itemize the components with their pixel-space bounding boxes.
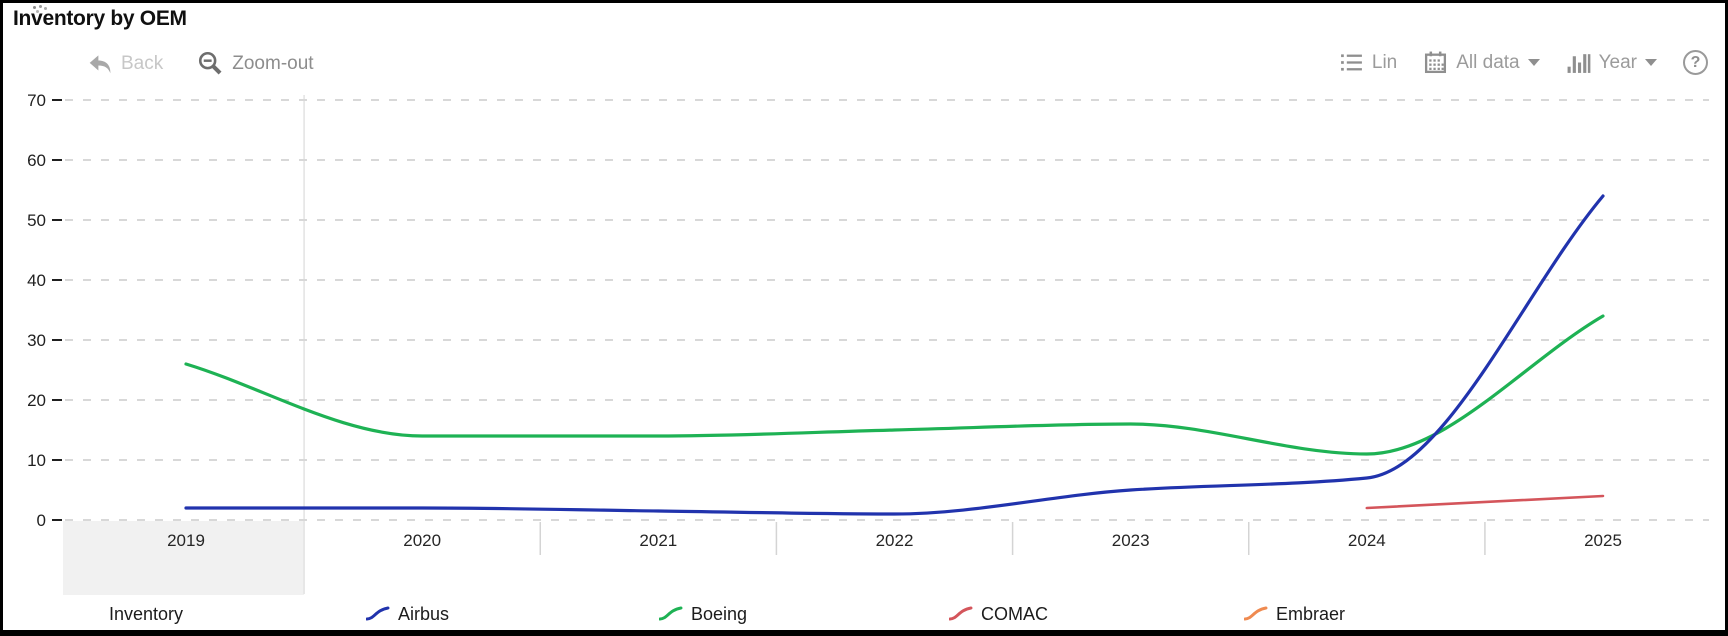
x-tick-label: 2021 [639, 531, 677, 550]
legend-item-airbus[interactable]: Airbus [366, 601, 449, 627]
airbus-line-swatch [366, 606, 390, 621]
help-button[interactable]: ? [1683, 50, 1708, 75]
bar-chart-icon [1567, 54, 1590, 73]
lin-label: Lin [1371, 51, 1398, 73]
x-tick-label: 2024 [1348, 531, 1386, 550]
chevron-down-icon [1645, 58, 1657, 66]
comac-line-swatch [949, 606, 973, 621]
x-tick-label: 2020 [403, 531, 441, 550]
zoom-out-label: Zoom-out [232, 52, 314, 74]
year-label: Year [1598, 51, 1637, 73]
y-tick-label: 50 [27, 211, 46, 230]
toolbar-left: Back Zoom-out [87, 50, 314, 77]
y-tick-label: 10 [27, 451, 46, 470]
inventory-chart[interactable]: 0 10 20 30 40 50 60 70 2019 2020 2021 2022 2023 2024 2… [3, 3, 1725, 600]
y-tick-label: 60 [27, 151, 46, 170]
legend-label: Airbus [398, 603, 450, 624]
x-tick-label: 2023 [1112, 531, 1150, 550]
year-granularity-dropdown[interactable]: Year [1566, 50, 1657, 75]
x-tick-label: 2022 [876, 531, 914, 550]
lin-scale-button[interactable]: Lin [1339, 50, 1397, 75]
y-tick-label: 20 [27, 391, 46, 410]
calendar-icon [1425, 51, 1447, 74]
zoom-out-icon [199, 51, 222, 75]
legend-item-comac[interactable]: COMAC [949, 601, 1048, 627]
legend-label: COMAC [981, 603, 1048, 624]
series-line-comac[interactable] [1365, 494, 1605, 510]
legend-label: Boeing [691, 603, 748, 624]
y-tick-label: 70 [27, 91, 46, 110]
y-tick-label: 40 [27, 271, 46, 290]
boeing-line-swatch [659, 606, 683, 621]
highlighted-year-band [63, 521, 305, 595]
zoom-out-button[interactable]: Zoom-out [197, 50, 314, 77]
x-tick-label: 2019 [167, 531, 205, 550]
x-tick-label: 2025 [1584, 531, 1622, 550]
legend-label: Embraer [1276, 603, 1346, 624]
series-line-boeing[interactable] [184, 314, 1605, 456]
page-title: Inventory by OEM [13, 7, 187, 30]
all-data-dropdown[interactable]: All data [1423, 50, 1540, 75]
back-label: Back [121, 52, 164, 74]
legend-title: Inventory [109, 601, 183, 627]
y-tick-label: 30 [27, 331, 46, 350]
sparkle-artifact [33, 6, 36, 9]
legend-item-boeing[interactable]: Boeing [659, 601, 747, 627]
legend-item-embraer[interactable]: Embraer [1244, 601, 1345, 627]
chevron-down-icon [1527, 58, 1540, 66]
embraer-line-swatch [1244, 606, 1268, 621]
series-line-airbus[interactable] [184, 194, 1605, 516]
legend-title-label: Inventory [109, 603, 184, 624]
chart-legend: Inventory Airbus Boeing COMAC Embraer [3, 601, 1725, 627]
all-data-label: All data [1456, 51, 1520, 73]
back-button[interactable]: Back [87, 51, 163, 77]
list-icon [1340, 54, 1362, 71]
back-icon [89, 54, 111, 73]
y-tick-label: 0 [37, 511, 46, 530]
toolbar-right: Lin All data [1339, 50, 1708, 75]
help-label: ? [1690, 53, 1701, 71]
